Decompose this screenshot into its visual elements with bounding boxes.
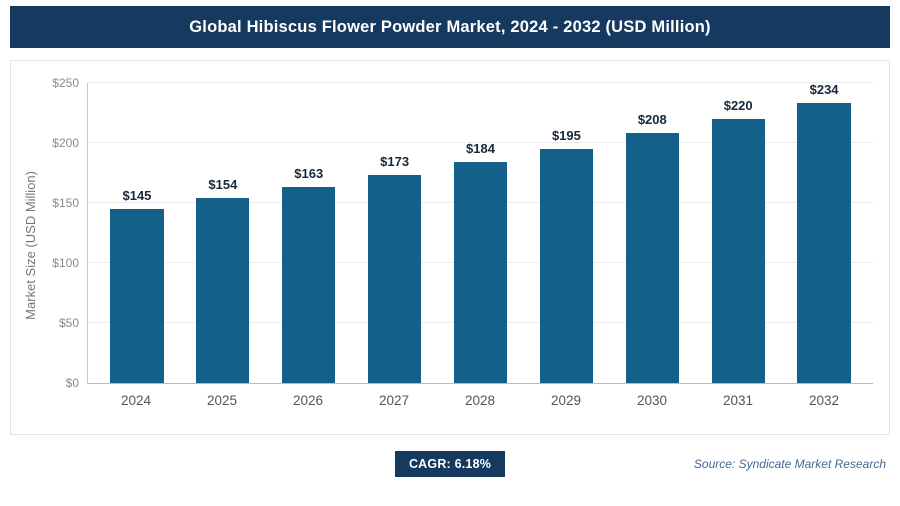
y-tick-label: $150: [52, 196, 79, 210]
cagr-badge: CAGR: 6.18%: [394, 451, 506, 477]
x-tick-label: 2029: [550, 393, 582, 408]
y-axis-ticks: $0 $50 $100 $150 $200 $250: [43, 76, 87, 390]
y-tick-label: $100: [52, 256, 79, 270]
chart-frame: Market Size (USD Million) $0 $50 $100 $150 $…: [10, 60, 890, 435]
x-tick-label: 2031: [722, 393, 754, 408]
x-axis-labels: 2024 2025 2026 2027 2028 2029 2030 2031 2032: [87, 393, 873, 408]
bar: [797, 103, 851, 383]
bar: [196, 198, 250, 383]
chart-title: Global Hibiscus Flower Powder Market, 20…: [189, 17, 711, 36]
y-axis-title: Market Size (USD Million): [22, 171, 38, 320]
bar-group: $163: [266, 83, 352, 383]
x-tick-label: 2027: [378, 393, 410, 408]
chart-header: Global Hibiscus Flower Powder Market, 20…: [10, 6, 890, 48]
y-axis-title-column: Market Size (USD Million): [17, 83, 43, 408]
y-tick-label: $0: [65, 376, 79, 390]
bar: [367, 175, 422, 383]
x-tick-label: 2032: [808, 393, 840, 408]
bar-group: $208: [609, 83, 695, 383]
bar: [711, 119, 765, 383]
bar: [453, 162, 508, 383]
y-tick-label: $50: [58, 316, 79, 330]
bar-group: $234: [781, 82, 867, 383]
bar-value-label: $163: [294, 166, 324, 182]
bar-group: $154: [180, 83, 266, 383]
bar-value-label: $220: [723, 97, 753, 113]
bar-group: $184: [438, 83, 524, 383]
y-tick-label: $250: [52, 76, 79, 90]
plot-area: $145 $154 $163 $173 $184 $195 $208 $220 $234: [87, 82, 873, 384]
x-tick-label: 2024: [120, 393, 152, 408]
bar-group: $173: [352, 83, 438, 383]
bar-value-label: $208: [637, 112, 667, 128]
bar: [110, 209, 164, 383]
chart-footer: CAGR: 6.18% Source: Syndicate Market Res…: [10, 449, 890, 479]
source-note: Source: Syndicate Market Research: [693, 457, 886, 471]
chart-inner: Market Size (USD Million) $0 $50 $100 $150 $…: [17, 76, 873, 408]
gridline: [88, 82, 873, 83]
bar-group: $220: [695, 83, 781, 383]
bar: [282, 187, 336, 383]
x-tick-label: 2028: [464, 393, 496, 408]
bar-value-label: $234: [809, 82, 839, 97]
bar: [625, 133, 679, 383]
bar-group: $195: [523, 83, 609, 383]
bar: [539, 149, 594, 383]
bar-value-label: $184: [466, 140, 495, 156]
x-tick-label: 2025: [206, 393, 238, 408]
x-tick-label: 2030: [636, 393, 668, 408]
bar-value-label: $195: [551, 127, 581, 143]
bar-value-label: $145: [122, 187, 152, 203]
bar-value-label: $173: [380, 154, 410, 170]
bar-value-label: $154: [208, 176, 238, 192]
y-tick-label: $200: [52, 136, 79, 150]
bar-group: $145: [94, 83, 180, 383]
x-tick-label: 2026: [292, 393, 324, 408]
plot-column: $145 $154 $163 $173 $184 $195 $208 $220 $234 202…: [87, 82, 873, 408]
gridline: [88, 142, 873, 143]
